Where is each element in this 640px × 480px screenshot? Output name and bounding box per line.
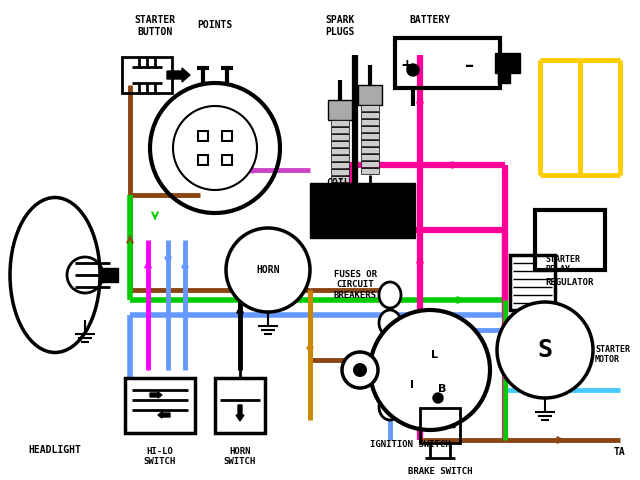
Bar bbox=[222, 131, 232, 141]
Text: STARTER
MOTOR: STARTER MOTOR bbox=[595, 345, 630, 364]
Text: REGULATOR: REGULATOR bbox=[546, 278, 594, 287]
Bar bbox=[498, 55, 510, 83]
Text: STARTER
BUTTON: STARTER BUTTON bbox=[134, 15, 175, 36]
Text: HORN: HORN bbox=[256, 265, 280, 275]
Bar bbox=[358, 85, 382, 105]
FancyArrow shape bbox=[167, 68, 190, 82]
Text: BRAKE SWITCH: BRAKE SWITCH bbox=[408, 467, 472, 476]
Bar bbox=[361, 147, 379, 153]
Text: FUSES OR
CIRCUIT
BREAKERS: FUSES OR CIRCUIT BREAKERS bbox=[333, 270, 376, 300]
Text: HEADLIGHT: HEADLIGHT bbox=[29, 445, 81, 455]
Bar bbox=[331, 183, 349, 189]
Text: B: B bbox=[438, 384, 446, 394]
Bar bbox=[361, 119, 379, 125]
Text: HI-LO
SWITCH: HI-LO SWITCH bbox=[144, 447, 176, 467]
Ellipse shape bbox=[379, 310, 401, 336]
Text: SPARK
PLUGS: SPARK PLUGS bbox=[325, 15, 355, 36]
Bar bbox=[310, 183, 415, 238]
Circle shape bbox=[497, 302, 593, 398]
Bar bbox=[331, 127, 349, 133]
Bar bbox=[361, 161, 379, 167]
Text: POINTS: POINTS bbox=[197, 20, 232, 30]
Bar bbox=[331, 148, 349, 154]
Text: BATTERY: BATTERY bbox=[410, 15, 451, 25]
Circle shape bbox=[226, 228, 310, 312]
Ellipse shape bbox=[379, 338, 401, 364]
Bar bbox=[125, 378, 195, 433]
Bar bbox=[222, 155, 232, 165]
Text: –: – bbox=[465, 57, 475, 75]
Text: STARTER
RELAY: STARTER RELAY bbox=[545, 255, 580, 275]
Bar bbox=[361, 105, 379, 111]
Text: I: I bbox=[410, 380, 414, 390]
Bar bbox=[198, 131, 208, 141]
Circle shape bbox=[173, 106, 257, 190]
Bar bbox=[361, 126, 379, 132]
Circle shape bbox=[353, 363, 367, 377]
Circle shape bbox=[370, 310, 490, 430]
Bar bbox=[510, 255, 555, 310]
Bar bbox=[361, 133, 379, 139]
Ellipse shape bbox=[379, 366, 401, 392]
Bar bbox=[361, 112, 379, 118]
Circle shape bbox=[407, 64, 419, 76]
Bar bbox=[361, 168, 379, 174]
Text: S: S bbox=[538, 338, 552, 362]
Text: COIL: COIL bbox=[326, 178, 350, 188]
Circle shape bbox=[433, 393, 443, 403]
Bar bbox=[420, 408, 460, 443]
Bar bbox=[328, 100, 352, 120]
Bar bbox=[331, 120, 349, 126]
FancyArrow shape bbox=[150, 392, 162, 398]
FancyArrow shape bbox=[236, 405, 244, 421]
FancyArrow shape bbox=[158, 412, 170, 418]
Bar bbox=[215, 378, 265, 433]
Bar bbox=[495, 53, 520, 73]
Bar bbox=[535, 210, 605, 270]
Bar bbox=[331, 162, 349, 168]
Text: HORN
SWITCH: HORN SWITCH bbox=[224, 447, 256, 467]
Bar bbox=[331, 155, 349, 161]
Bar bbox=[361, 154, 379, 160]
Bar bbox=[331, 169, 349, 175]
Bar bbox=[331, 176, 349, 182]
Text: IGNITION SWITCH: IGNITION SWITCH bbox=[370, 440, 451, 449]
Circle shape bbox=[342, 352, 378, 388]
Bar bbox=[331, 141, 349, 147]
Bar bbox=[331, 134, 349, 140]
Text: +: + bbox=[401, 59, 413, 73]
Ellipse shape bbox=[379, 282, 401, 308]
Bar bbox=[122, 57, 172, 93]
Bar bbox=[361, 140, 379, 146]
Ellipse shape bbox=[379, 394, 401, 420]
Text: TA: TA bbox=[613, 447, 625, 457]
Bar bbox=[198, 155, 208, 165]
Bar bbox=[395, 38, 500, 88]
Text: L: L bbox=[431, 350, 438, 360]
Bar bbox=[100, 268, 118, 282]
